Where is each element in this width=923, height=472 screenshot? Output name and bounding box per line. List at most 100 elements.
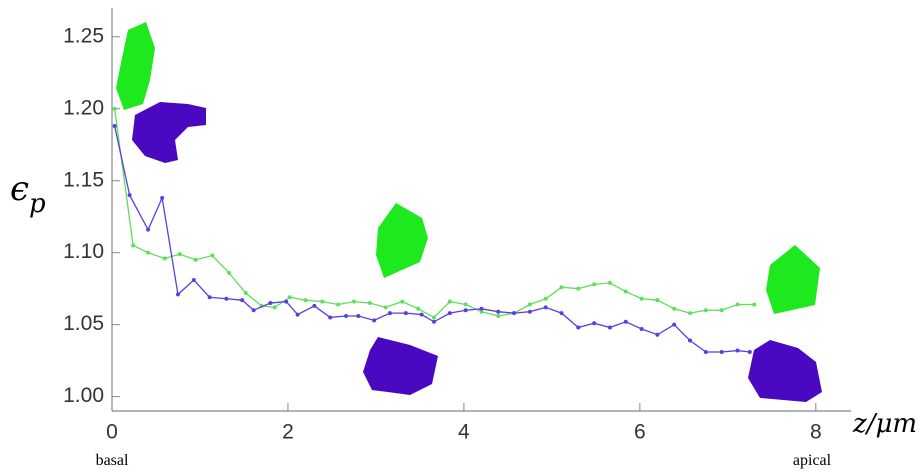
data-point xyxy=(688,311,692,315)
data-point xyxy=(704,350,708,354)
data-point xyxy=(496,314,500,318)
cell-green xyxy=(376,203,428,278)
data-point xyxy=(512,311,516,315)
data-point xyxy=(448,311,452,315)
data-point xyxy=(384,305,388,309)
data-point xyxy=(192,278,196,282)
data-point xyxy=(528,310,532,314)
data-point xyxy=(592,282,596,286)
data-point xyxy=(672,307,676,311)
data-point xyxy=(480,307,484,311)
data-point xyxy=(736,349,740,353)
data-point xyxy=(194,258,198,262)
cell-purple xyxy=(363,337,438,395)
data-point xyxy=(273,305,277,309)
cell-purple xyxy=(748,340,822,402)
x-tick-label: 4 xyxy=(458,421,470,444)
data-point xyxy=(160,196,164,200)
y-tick-label: 1.25 xyxy=(63,24,104,47)
data-point xyxy=(296,313,300,317)
data-point xyxy=(420,313,424,317)
data-point xyxy=(400,300,404,304)
series-line xyxy=(115,109,755,318)
data-point xyxy=(432,320,436,324)
x-tick-label: 2 xyxy=(282,421,294,444)
x-tick-label: 8 xyxy=(810,421,822,444)
annotation: basal xyxy=(96,452,129,469)
data-point xyxy=(655,333,659,337)
cell-purple xyxy=(132,102,206,163)
cell-shapes xyxy=(116,22,822,402)
data-point xyxy=(464,302,468,306)
data-point xyxy=(113,107,117,111)
data-point xyxy=(284,300,288,304)
y-tick-label: 1.00 xyxy=(63,384,104,407)
data-point xyxy=(640,297,644,301)
data-point xyxy=(344,314,348,318)
data-point xyxy=(560,311,564,315)
y-label-symbol: ϵ xyxy=(10,169,29,209)
data-point xyxy=(748,350,752,354)
data-point xyxy=(528,302,532,306)
data-point xyxy=(720,308,724,312)
data-point xyxy=(304,298,308,302)
y-label-subscript: p xyxy=(29,189,46,219)
data-point xyxy=(624,290,628,294)
data-point xyxy=(672,323,676,327)
y-tick-label: 1.05 xyxy=(63,312,104,335)
data-point xyxy=(416,307,420,311)
y-tick-label: 1.20 xyxy=(63,96,104,119)
data-point xyxy=(448,300,452,304)
data-point xyxy=(592,321,596,325)
x-tick-label: 6 xyxy=(634,421,646,444)
data-point xyxy=(113,124,117,128)
data-point xyxy=(288,295,292,299)
data-point xyxy=(252,308,256,312)
data-point xyxy=(244,291,248,295)
data-point xyxy=(404,311,408,315)
data-point xyxy=(640,327,644,331)
data-point xyxy=(163,256,167,260)
data-point xyxy=(131,243,135,247)
data-point xyxy=(178,252,182,256)
data-point xyxy=(268,301,272,305)
data-point xyxy=(312,304,316,308)
data-point xyxy=(544,297,548,301)
y-axis-label: ϵp xyxy=(10,169,46,219)
data-point xyxy=(752,302,756,306)
data-point xyxy=(210,254,214,258)
data-point xyxy=(240,298,244,302)
data-point xyxy=(688,338,692,342)
data-point xyxy=(624,320,628,324)
annotation: apical xyxy=(793,452,832,469)
data-point xyxy=(128,193,132,197)
data-point xyxy=(496,310,500,314)
data-point xyxy=(736,302,740,306)
cell-green xyxy=(116,22,155,110)
data-point xyxy=(704,308,708,312)
data-point xyxy=(320,300,324,304)
data-point xyxy=(608,281,612,285)
data-point xyxy=(352,300,356,304)
data-point xyxy=(372,318,376,322)
data-point xyxy=(227,271,231,275)
data-point xyxy=(208,295,212,299)
x-axis-label: z/μm xyxy=(852,409,917,439)
cell-green xyxy=(766,245,820,314)
data-point xyxy=(576,287,580,291)
data-point xyxy=(432,315,436,319)
data-point xyxy=(720,350,724,354)
data-point xyxy=(655,298,659,302)
x-tick-label: 0 xyxy=(106,421,118,444)
data-point xyxy=(388,311,392,315)
data-point xyxy=(146,228,150,232)
chart: ϵp z/μm basal apical 1.001.051.101.151.2… xyxy=(0,0,923,472)
data-point xyxy=(224,297,228,301)
data-point xyxy=(608,326,612,330)
data-point xyxy=(356,314,360,318)
data-point xyxy=(576,326,580,330)
data-point xyxy=(176,292,180,296)
data-point xyxy=(146,251,150,255)
data-point xyxy=(368,301,372,305)
y-tick-label: 1.15 xyxy=(63,168,104,191)
